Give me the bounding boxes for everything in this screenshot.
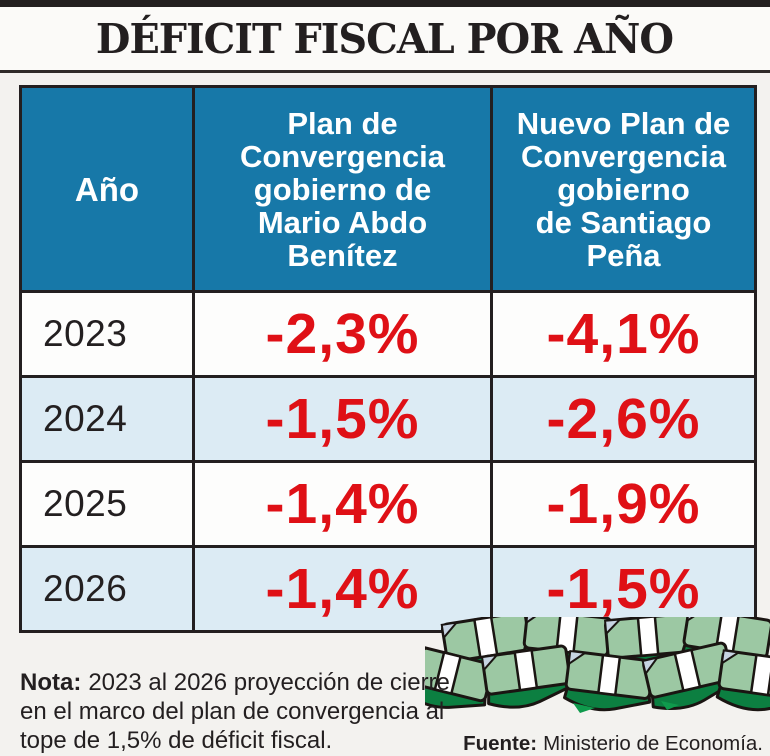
page-title: DÉFICIT FISCAL POR AÑO (96, 14, 674, 63)
table-header: Año Plan de Convergencia gobierno de Mar… (19, 85, 757, 293)
value-cell-pena: -1,9% (490, 460, 757, 548)
title-band: DÉFICIT FISCAL POR AÑO (0, 0, 770, 73)
value-cell-abdo: -2,3% (192, 290, 493, 378)
year-cell: 2023 (19, 290, 195, 378)
col-header-pena-plan: Nuevo Plan de Convergencia gobierno de S… (490, 85, 757, 293)
table-row-2025: 2025 -1,4% -1,9% (19, 460, 757, 548)
value-cell-abdo: -1,4% (192, 460, 493, 548)
value-cell-abdo: -1,5% (192, 375, 493, 463)
col-header-year: Año (19, 85, 195, 293)
source-text: Ministerio de Economía. (543, 731, 763, 755)
value-cell-pena: -4,1% (490, 290, 757, 378)
header-row: Año Plan de Convergencia gobierno de Mar… (19, 85, 757, 293)
year-cell: 2025 (19, 460, 195, 548)
table-row-2024: 2024 -1,5% -2,6% (19, 375, 757, 463)
year-cell: 2026 (19, 545, 195, 633)
footnote: Nota: 2023 al 2026 proyección de cierre e… (20, 668, 475, 755)
source-line: Fuente: Ministerio de Economía. (463, 732, 763, 756)
source-label: Fuente: (463, 731, 538, 755)
deficit-table: Año Plan de Convergencia gobierno de Mar… (19, 85, 757, 633)
value-cell-pena: -2,6% (490, 375, 757, 463)
table-row-2023: 2023 -2,3% -4,1% (19, 290, 757, 378)
value-cell-abdo: -1,4% (192, 545, 493, 633)
money-bundles-icon (425, 617, 770, 713)
col-header-abdo-plan: Plan de Convergencia gobierno de Mario A… (192, 85, 493, 293)
year-cell: 2024 (19, 375, 195, 463)
table-body: 2023 -2,3% -4,1% 2024 -1,5% -2,6% 2025 -… (19, 290, 757, 633)
footnote-label: Nota: (20, 669, 82, 696)
footnote-text: 2023 al 2026 proyección de cierre en el … (20, 669, 450, 754)
